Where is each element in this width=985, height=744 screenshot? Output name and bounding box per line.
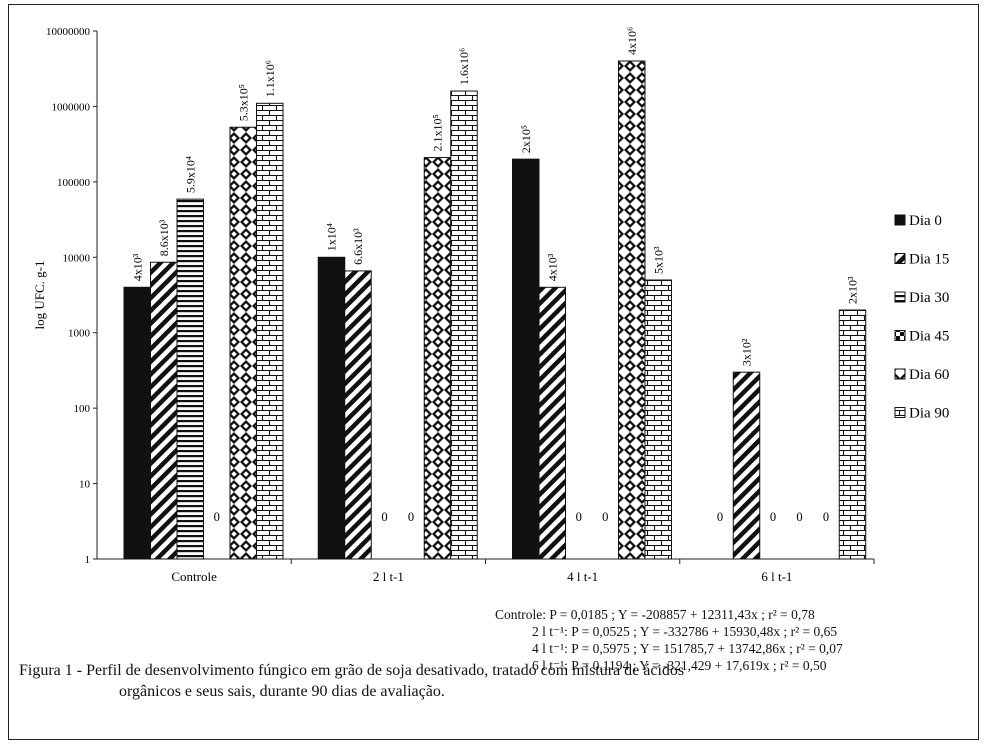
legend-swatch (894, 368, 906, 380)
bar-value-label: 1.6x10⁶ (457, 48, 471, 85)
bar-value-label: 4x10³ (130, 253, 144, 281)
x-tick-label: 2 l t-1 (373, 569, 404, 584)
y-tick-label: 1000 (68, 328, 91, 340)
legend-swatch (894, 407, 906, 418)
legend-label: Dia 0 (909, 213, 942, 229)
bar-value-label: 4x10³ (545, 253, 559, 281)
legend-label: Dia 15 (909, 252, 949, 268)
bar-value-label: 5x10³ (651, 246, 665, 274)
bar-value-label: 0 (602, 510, 608, 524)
bar-value-label: 0 (823, 510, 829, 524)
equation-2lt: 2 l t⁻¹: P = 0,0525 ; Y = -332786 + 1593… (532, 624, 838, 639)
legend-label: Dia 90 (909, 406, 949, 422)
caption-line-2: orgânicos e seus sais, durante 90 dias d… (119, 683, 445, 700)
bar (317, 256, 346, 560)
y-tick-label: 1 (85, 554, 91, 566)
legend-swatch (894, 330, 906, 341)
bar-value-label: 2x10⁵ (519, 125, 533, 153)
y-tick-label: 10 (79, 479, 91, 491)
bar-value-label: 5.9x10⁴ (183, 156, 197, 193)
legend-label: Dia 60 (909, 367, 949, 383)
y-tick-label: 10000 (63, 252, 91, 264)
equation-4lt: 4 l t⁻¹: P = 0,5975 ; Y = 151785,7 + 137… (532, 641, 843, 656)
bar-value-label: 0 (717, 510, 723, 524)
bar (256, 102, 284, 560)
bar (644, 279, 672, 560)
bar (229, 126, 257, 560)
legend-swatch (894, 253, 906, 264)
figure-caption: Figura 1 - Perfil de desenvolvimento fún… (19, 660, 974, 702)
equation-controle: Controle: P = 0,0185 ; Y = -208857 + 123… (495, 607, 815, 622)
bar-value-label: 5.3x10⁵ (236, 84, 250, 121)
bar (732, 371, 761, 560)
bar-value-label: 6.6x10³ (351, 228, 365, 265)
bar (176, 198, 204, 560)
bar-value-label: 2.1x10⁵ (431, 114, 445, 151)
bar-value-label: 0 (214, 510, 220, 524)
legend-label: Dia 45 (909, 329, 949, 345)
x-tick-label: 4 l t-1 (567, 569, 598, 584)
figure-frame (8, 4, 979, 740)
y-axis-label: log UFC. g-1 (32, 261, 47, 330)
bar-value-label: 4x10⁶ (625, 27, 639, 55)
bar-value-label: 0 (770, 510, 776, 524)
legend-swatch (894, 291, 906, 303)
bar (150, 261, 178, 560)
bar (123, 286, 151, 560)
y-tick-label: 100000 (57, 177, 91, 189)
bar (618, 60, 646, 560)
y-tick-label: 100 (74, 403, 91, 415)
bar (423, 157, 452, 560)
bar-value-label: 3x10² (740, 338, 754, 366)
bar-value-label: 1.1x10⁶ (263, 60, 277, 97)
y-tick-label: 1000000 (52, 101, 91, 113)
bar-value-label: 1x10⁴ (325, 223, 339, 251)
bar-value-label: 8.6x10³ (157, 219, 171, 256)
bar (538, 286, 566, 560)
equation-6lt: 6 l t⁻¹: P = 0,1194 ; Y = -321,429 + 17,… (532, 658, 827, 673)
legend-swatch (894, 214, 906, 226)
bar (344, 270, 372, 560)
bar (838, 309, 867, 560)
caption-line-1: Figura 1 - Perfil de desenvolvimento fún… (19, 662, 685, 679)
legend-label: Dia 30 (909, 290, 949, 306)
bar (512, 158, 540, 560)
y-tick-label: 10000000 (46, 26, 91, 38)
bar-value-label: 0 (576, 510, 582, 524)
bar-value-label: 0 (796, 510, 802, 524)
bar-value-label: 0 (408, 510, 414, 524)
x-tick-label: 6 l t-1 (761, 569, 792, 584)
bar-value-label: 2x10³ (846, 276, 860, 304)
bar-value-label: 0 (381, 510, 387, 524)
x-tick-label: Controle (171, 569, 217, 584)
bar-chart: 1 10 100 1000 10000 100000 1000000 10000000 log … (32, 26, 949, 584)
bar (450, 90, 478, 560)
